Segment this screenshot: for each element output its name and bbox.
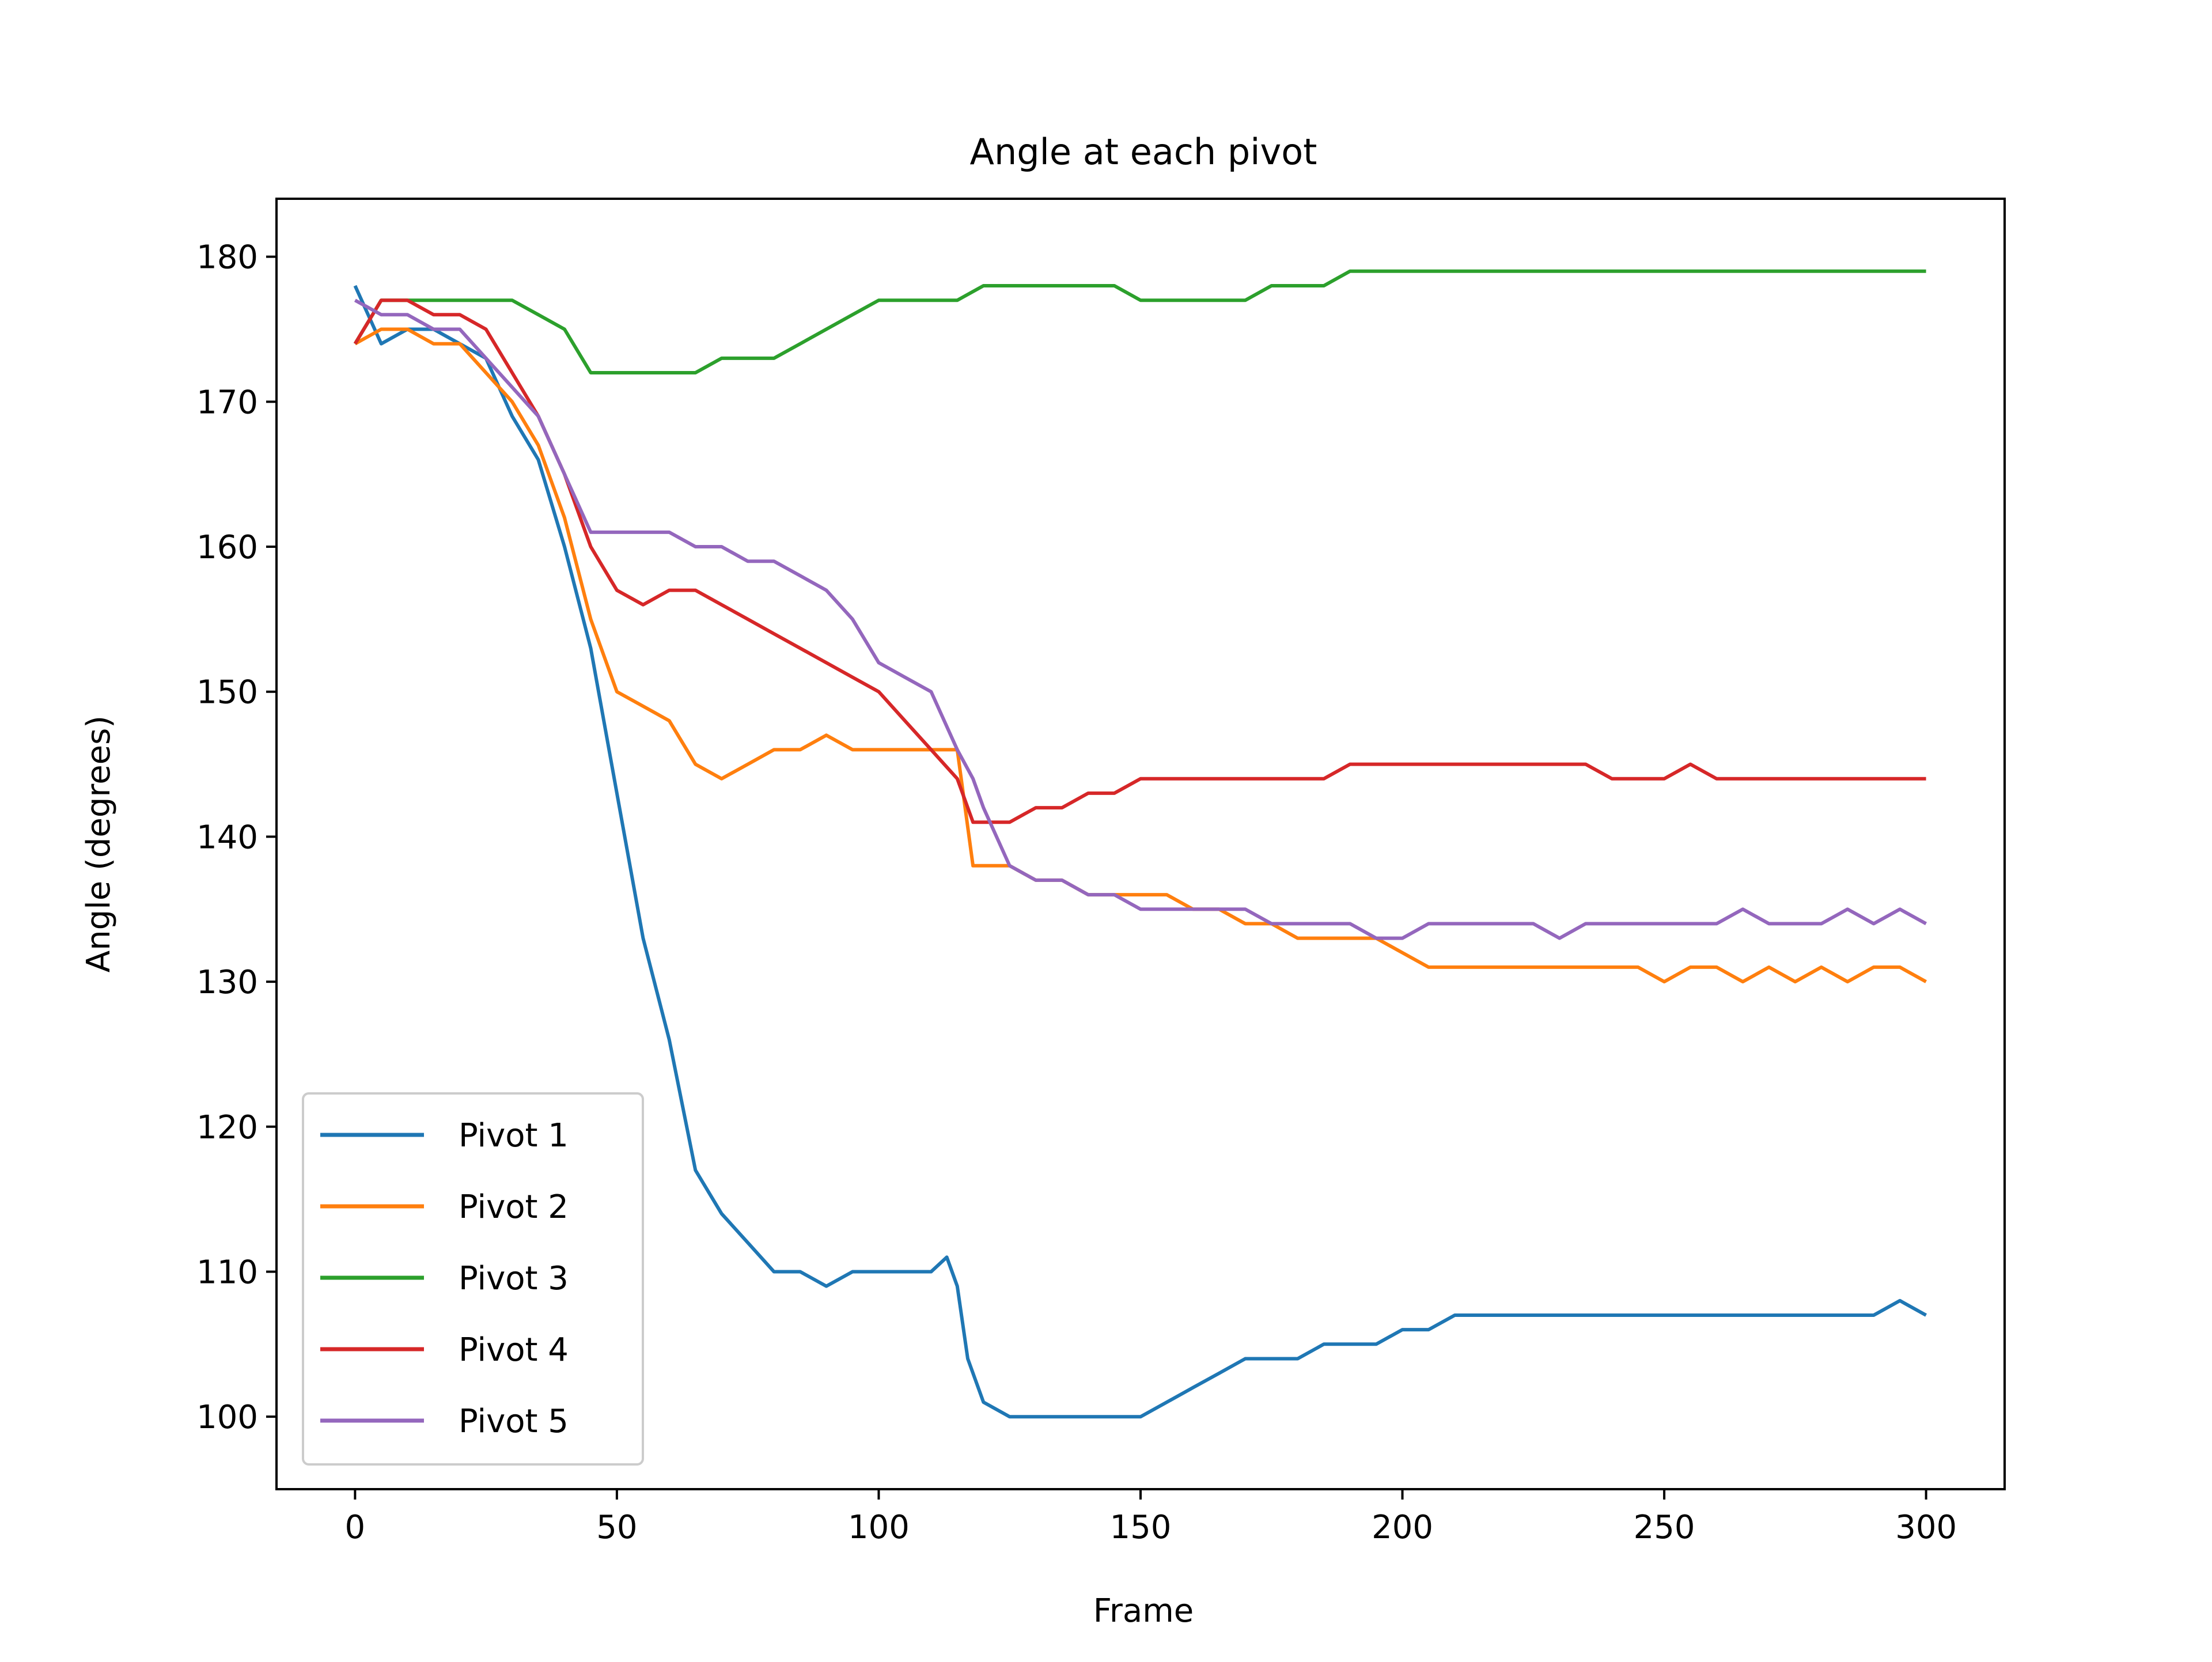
y-axis-ticks: 100 110 120 130 140 150 160 170 180 (196, 239, 276, 1436)
legend-label-pivot-2: Pivot 2 (459, 1188, 569, 1226)
series-line-pivot-3 (353, 269, 1926, 374)
x-tick-label: 200 (1372, 1509, 1433, 1546)
y-tick-label: 110 (196, 1254, 258, 1291)
series-line-pivot-5 (354, 298, 1927, 940)
y-tick-label: 130 (196, 964, 258, 1001)
plot-lines (353, 269, 1927, 1419)
x-tick-label: 300 (1895, 1509, 1957, 1546)
y-tick-label: 140 (196, 819, 258, 856)
series-line-pivot-2 (354, 327, 1927, 984)
legend-label-pivot-4: Pivot 4 (459, 1331, 569, 1369)
x-tick-label: 250 (1634, 1509, 1695, 1546)
series-line-pivot-1 (353, 285, 1927, 1419)
y-tick-label: 150 (196, 674, 258, 711)
y-tick-label: 100 (196, 1399, 258, 1436)
legend-label-pivot-1: Pivot 1 (459, 1117, 569, 1154)
x-axis-ticks: 0 50 100 150 200 250 300 (345, 1489, 1957, 1546)
x-tick-label: 150 (1110, 1509, 1172, 1546)
x-tick-label: 100 (848, 1509, 910, 1546)
legend-box (302, 1092, 644, 1466)
x-tick-label: 50 (596, 1509, 637, 1546)
chart-title: Angle at each pivot (970, 131, 1317, 173)
x-axis-label: Frame (1093, 1592, 1194, 1630)
x-tick-label: 0 (345, 1509, 366, 1546)
y-tick-label: 120 (196, 1109, 258, 1146)
y-tick-label: 160 (196, 529, 258, 566)
legend-label-pivot-3: Pivot 3 (459, 1260, 569, 1297)
y-tick-label: 180 (196, 239, 258, 277)
y-tick-label: 170 (196, 384, 258, 421)
legend-label-pivot-5: Pivot 5 (459, 1403, 569, 1440)
legend: Pivot 1 Pivot 2 Pivot 3 Pivot 4 Pivot 5 (302, 1092, 644, 1466)
y-axis-label: Angle (degrees) (80, 715, 118, 972)
series-line-pivot-4 (353, 298, 1926, 824)
